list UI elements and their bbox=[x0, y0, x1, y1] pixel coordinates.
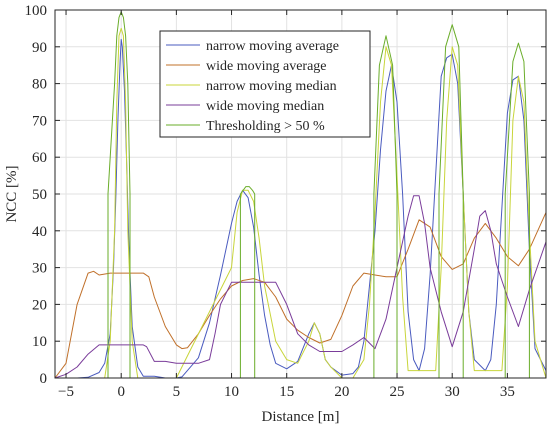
legend-entry-label: narrow moving average bbox=[206, 39, 339, 54]
y-tick-label: 40 bbox=[32, 224, 47, 240]
x-axis-title: Distance [m] bbox=[262, 409, 340, 425]
series-line-2 bbox=[55, 27, 547, 379]
x-tick-label: 5 bbox=[173, 384, 181, 400]
y-tick-label: 80 bbox=[32, 77, 47, 93]
y-tick-label: 70 bbox=[32, 113, 47, 129]
x-tick-label: 0 bbox=[117, 384, 125, 400]
x-tick-label: 35 bbox=[500, 384, 515, 400]
x-tick-labels: −5 0 5 10 15 20 25 30 35 bbox=[58, 384, 515, 400]
legend-box bbox=[159, 30, 371, 138]
y-tick-labels: 0 10 20 30 40 50 60 70 80 90 100 bbox=[25, 3, 48, 387]
series-lines bbox=[54, 11, 547, 379]
x-tick-label: 30 bbox=[445, 384, 460, 400]
x-tick-label: 25 bbox=[390, 384, 405, 400]
x-tick-label: −5 bbox=[58, 384, 74, 400]
y-tick-label: 20 bbox=[32, 297, 47, 313]
x-tick-label: 20 bbox=[334, 384, 349, 400]
y-tick-label: 0 bbox=[40, 371, 48, 387]
y-tick-label: 10 bbox=[32, 334, 47, 350]
y-tick-label: 100 bbox=[25, 3, 48, 19]
y-tick-label: 60 bbox=[32, 150, 47, 166]
axis-ticks bbox=[55, 9, 546, 379]
legend-entry-label: wide moving median bbox=[206, 99, 324, 114]
series-line-3 bbox=[54, 195, 547, 379]
legend-entry-label: narrow moving median bbox=[206, 79, 337, 94]
y-tick-label: 30 bbox=[32, 261, 47, 277]
y-tick-label: 50 bbox=[32, 187, 47, 203]
x-tick-label: 10 bbox=[224, 384, 239, 400]
legend-entry-label: Thresholding > 50 % bbox=[206, 119, 325, 134]
y-axis-title: NCC [%] bbox=[4, 165, 20, 222]
x-tick-label: 15 bbox=[279, 384, 294, 400]
y-tick-label: 90 bbox=[32, 40, 47, 56]
series-line-4 bbox=[55, 11, 546, 379]
legend-entry-label: wide moving average bbox=[206, 59, 327, 74]
legend: narrow moving average wide moving average… bbox=[159, 30, 371, 138]
